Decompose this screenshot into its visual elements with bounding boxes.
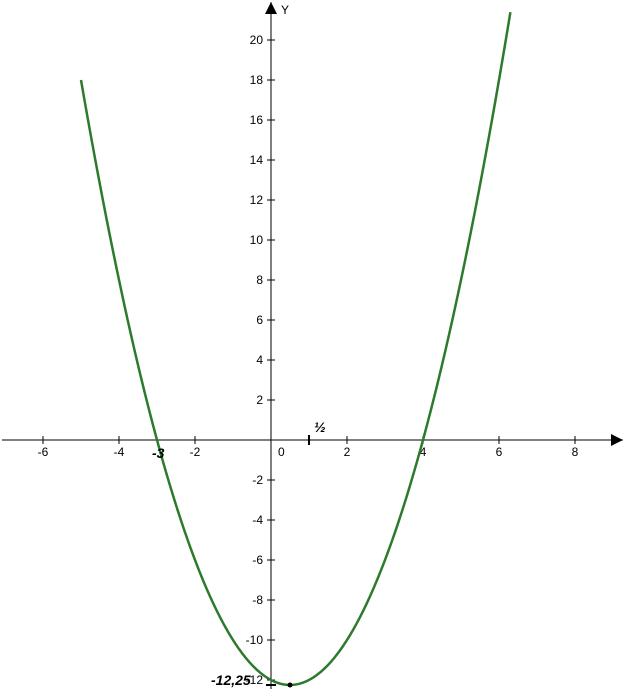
x-tick-label: -4 <box>114 445 125 459</box>
y-tick-label: 14 <box>250 153 264 167</box>
x-tick-label: 8 <box>572 445 579 459</box>
y-axis-label: Y <box>281 3 289 17</box>
y-tick-label: -2 <box>252 473 263 487</box>
y-tick-label: 10 <box>250 233 264 247</box>
y-tick-label: 18 <box>250 73 264 87</box>
y-tick-label: -10 <box>246 633 264 647</box>
vertex-point <box>288 683 293 688</box>
x-tick-label: 6 <box>496 445 503 459</box>
annotation: ½ <box>314 419 326 435</box>
parabola-chart: Y-6-4-202468-12-10-8-6-4-224681012141618… <box>0 0 625 691</box>
y-tick-label: 20 <box>250 33 264 47</box>
y-tick-label: 12 <box>250 193 264 207</box>
x-tick-label: 0 <box>278 445 285 459</box>
x-tick-label: -6 <box>38 445 49 459</box>
y-tick-label: 4 <box>256 353 263 367</box>
y-tick-label: 2 <box>256 393 263 407</box>
chart-container: Y-6-4-202468-12-10-8-6-4-224681012141618… <box>0 0 625 691</box>
x-tick-label: 2 <box>344 445 351 459</box>
y-tick-label: 8 <box>256 273 263 287</box>
annotation: -12,25 <box>211 672 251 688</box>
y-axis-arrow-icon <box>265 2 277 14</box>
y-tick-label: -8 <box>252 593 263 607</box>
y-tick-label: -6 <box>252 553 263 567</box>
y-tick-label: -4 <box>252 513 263 527</box>
parabola-curve <box>81 12 510 685</box>
y-tick-label: 6 <box>256 313 263 327</box>
x-axis-arrow-icon <box>611 434 623 446</box>
x-tick-label: -2 <box>190 445 201 459</box>
annotation: -3 <box>152 445 165 461</box>
y-tick-label: 16 <box>250 113 264 127</box>
